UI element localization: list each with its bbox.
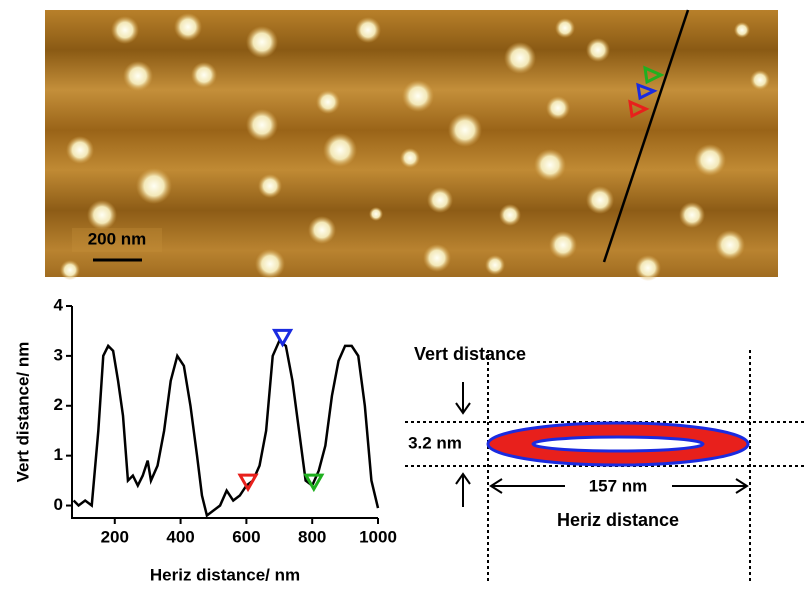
particle [174,13,202,41]
particle [555,18,575,38]
particle [586,38,610,62]
particle [427,187,453,213]
profile-chart: 0 1 2 3 4 200 400 600 800 1000 Heriz distance/ nm V… [13,295,396,584]
profile-marker [303,473,325,493]
particle [255,249,285,279]
height-label: 3.2 nm [408,433,462,452]
particle [402,80,434,112]
particle [534,149,566,181]
particle [308,216,336,244]
x-tick-label: 800 [298,527,326,546]
particle [499,204,521,226]
particle [485,255,505,275]
scale-bg [72,228,162,252]
x-tick-label: 1000 [359,527,397,546]
particle [123,61,153,91]
scale-label: 200 nm [88,229,147,248]
marker-green [643,65,665,85]
particle [679,202,705,228]
particle [694,144,726,176]
x-tick-label: 400 [166,527,194,546]
particle [66,136,94,164]
particle [136,168,172,204]
particle [635,255,661,281]
y-tick-label: 4 [54,295,64,314]
marker-red [628,99,650,119]
marker-blue [636,82,658,101]
y-axis-label: Vert distance/ nm [13,342,32,483]
x-axis-label: Heriz distance/ nm [150,565,300,584]
particle [60,260,80,280]
particle [549,231,577,259]
profile-marker [237,473,259,493]
x-tick-label: 200 [101,527,129,546]
particle [369,207,383,221]
x-tick-label: 600 [232,527,260,546]
profile-marker [271,328,294,348]
y-tick-label: 1 [54,445,63,464]
heriz-label: Heriz distance [557,510,679,530]
particle [734,22,750,38]
y-tick-label: 0 [54,495,63,514]
particle [423,244,451,272]
particle [586,186,614,214]
particle [191,62,217,88]
profile-line [602,9,690,263]
particle [355,17,381,43]
axes [71,306,378,519]
particle [111,16,139,44]
y-tick-label: 3 [54,345,63,364]
afm-particles [60,13,770,281]
particle [400,148,420,168]
y-tick-label: 2 [54,395,63,414]
schematic-arrows [455,382,749,507]
particle [715,230,745,260]
particle [448,113,482,147]
vert-label: Vert distance [414,344,526,364]
particle [323,133,357,167]
particle [246,26,278,58]
particle [546,96,570,120]
particle [246,109,278,141]
afm-image [45,10,778,277]
width-label: 157 nm [589,476,648,495]
particle [316,90,340,114]
particle-core [531,435,705,453]
particle [87,200,117,230]
particle [750,70,770,90]
particle [504,42,536,74]
particle [258,174,282,198]
profile [72,338,380,518]
